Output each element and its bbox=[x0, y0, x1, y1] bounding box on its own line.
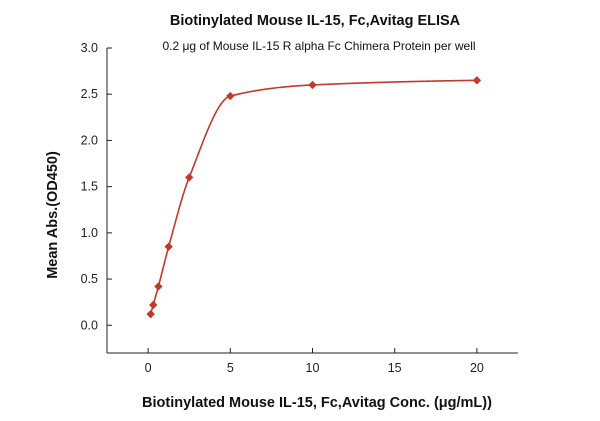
data-point-diamond bbox=[185, 173, 194, 182]
y-tick-label: 0.5 bbox=[81, 272, 98, 286]
y-tick-label: 1.0 bbox=[81, 226, 98, 240]
x-tick-label: 0 bbox=[145, 361, 152, 375]
y-tick-label: 0.0 bbox=[81, 318, 98, 332]
y-tick-label: 2.5 bbox=[81, 87, 98, 101]
data-point-diamond bbox=[226, 91, 235, 101]
plot-axes bbox=[106, 48, 518, 354]
data-point-diamond bbox=[472, 76, 482, 85]
data-point-diamond bbox=[164, 242, 173, 251]
y-tick-label: 1.5 bbox=[81, 180, 98, 194]
x-tick-label: 5 bbox=[227, 361, 234, 375]
y-axis-label: Mean Abs.(OD450) bbox=[45, 151, 61, 279]
x-tick-label: 15 bbox=[388, 361, 402, 375]
y-tick-label: 3.0 bbox=[81, 41, 98, 55]
fit-curve bbox=[149, 79, 477, 315]
x-axis-label: Biotinylated Mouse IL-15, Fc,Avitag Conc… bbox=[142, 395, 492, 411]
y-ticks: 0.0 0.5 1.0 1.5 2.0 2.5 3.0 bbox=[81, 41, 112, 332]
chart-title: Biotinylated Mouse IL-15, Fc,Avitag ELIS… bbox=[170, 13, 461, 29]
x-tick-label: 10 bbox=[306, 361, 320, 375]
data-point-diamond bbox=[308, 80, 317, 90]
x-tick-label: 20 bbox=[470, 361, 484, 375]
chart-subtitle: 0.2 μg of Mouse IL-15 R alpha Fc Chimera… bbox=[162, 39, 475, 53]
data-point-diamond bbox=[154, 282, 163, 291]
y-tick-label: 2.0 bbox=[81, 133, 98, 147]
x-ticks: 0 5 10 15 20 bbox=[145, 348, 484, 375]
data-points bbox=[146, 76, 482, 319]
data-point-diamond bbox=[149, 300, 158, 310]
data-point-diamond bbox=[146, 309, 155, 319]
